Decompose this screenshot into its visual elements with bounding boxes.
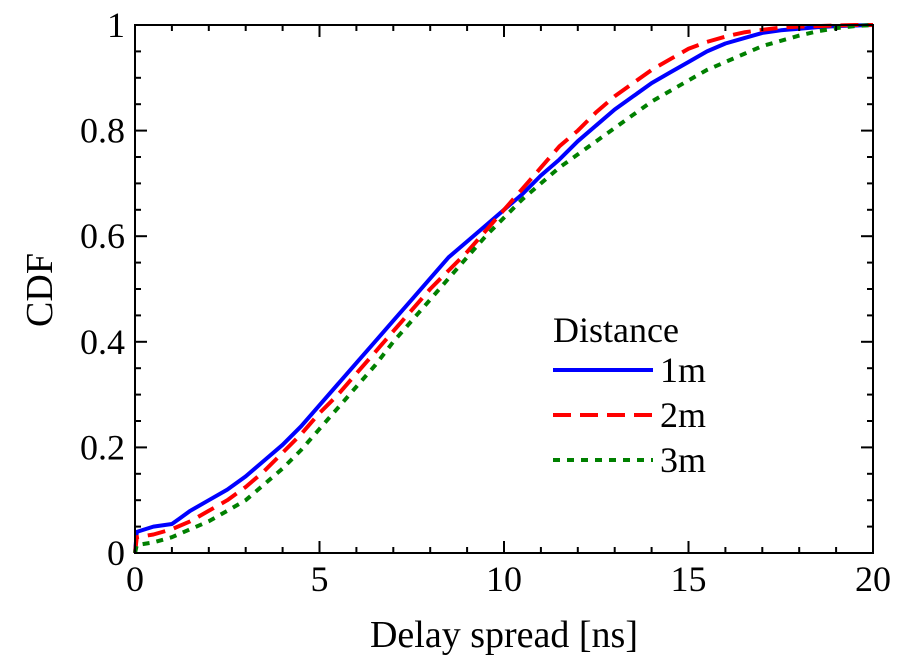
y-tick-label: 0 — [107, 533, 125, 573]
x-tick-label: 0 — [126, 559, 144, 599]
y-tick-label: 1 — [107, 5, 125, 45]
series-line-1m — [133, 23, 874, 554]
ticks-layer — [134, 24, 874, 554]
legend-label-1m: 1m — [660, 350, 706, 390]
legend-label-2m: 2m — [660, 395, 706, 435]
y-tick-label: 0.4 — [80, 322, 125, 362]
y-tick-label: 0.6 — [80, 216, 125, 256]
x-tick-label: 5 — [311, 559, 329, 599]
x-tick-label: 10 — [486, 559, 522, 599]
legend-title: Distance — [553, 310, 679, 350]
y-axis-label: CDF — [19, 253, 61, 327]
tick-labels: 0 5 10 15 20 0 0.2 0.4 0.6 0.8 1 — [80, 5, 891, 599]
series-layer — [133, 23, 874, 554]
x-tick-label: 15 — [671, 559, 707, 599]
legend: Distance 1m 2m 3m — [553, 310, 706, 480]
legend-label-3m: 3m — [660, 440, 706, 480]
x-axis-label: Delay spread [ns] — [370, 614, 638, 656]
legend-entries: 1m 2m 3m — [553, 350, 706, 480]
y-tick-label: 0.2 — [80, 427, 125, 467]
x-tick-label: 20 — [855, 559, 891, 599]
series-line-2m — [133, 23, 873, 554]
y-tick-label: 0.8 — [80, 111, 125, 151]
